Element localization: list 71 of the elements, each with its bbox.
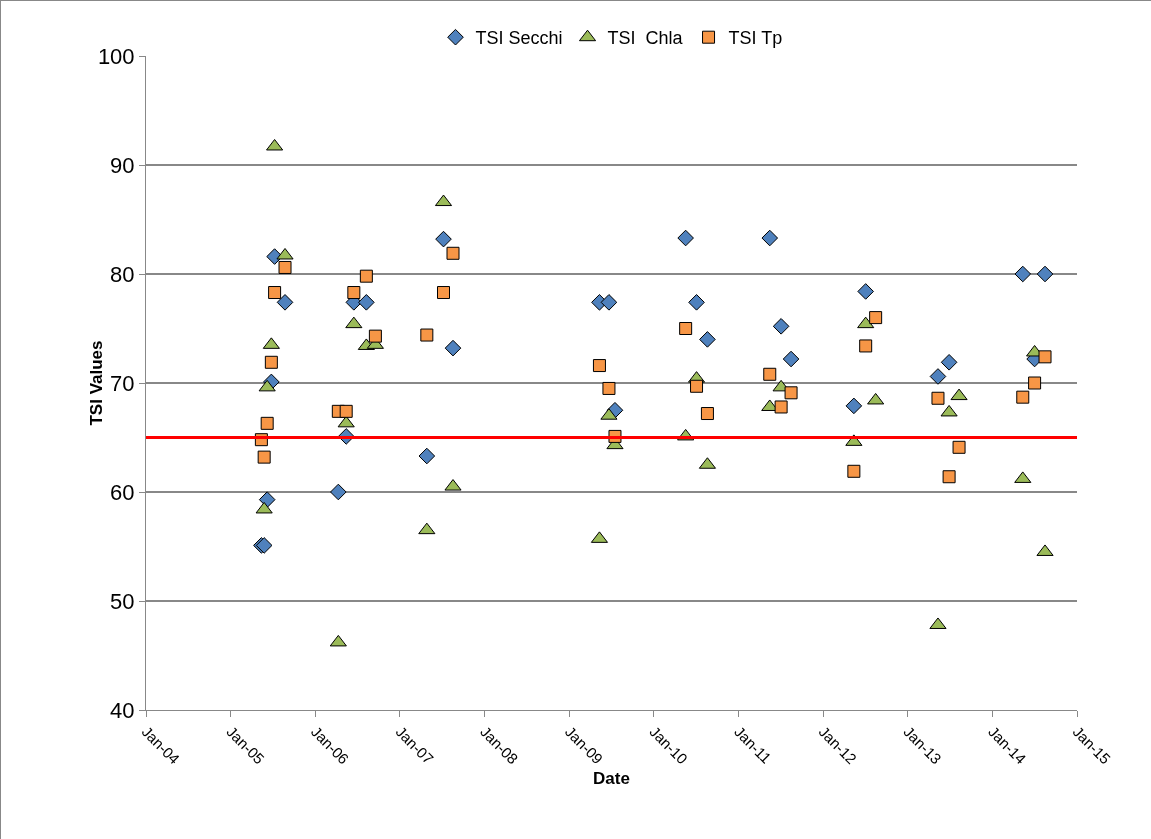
point xyxy=(268,286,282,300)
point xyxy=(782,350,800,368)
point xyxy=(950,388,968,401)
point xyxy=(437,286,451,300)
point xyxy=(942,470,956,484)
point xyxy=(1014,265,1032,283)
point xyxy=(1016,390,1030,404)
point xyxy=(347,286,361,300)
legend-label: TSI Chla xyxy=(607,28,684,49)
point xyxy=(446,246,460,260)
legend-label: TSI Tp xyxy=(728,28,783,49)
point xyxy=(784,386,798,400)
point xyxy=(358,294,375,311)
y-tick-label: 80 xyxy=(110,261,135,287)
point xyxy=(857,283,874,300)
point xyxy=(869,311,883,325)
point xyxy=(857,316,875,329)
point xyxy=(258,379,276,392)
point xyxy=(592,359,606,373)
point xyxy=(845,397,863,415)
point xyxy=(931,391,945,405)
point xyxy=(260,416,274,430)
point xyxy=(1028,376,1042,390)
point xyxy=(345,316,363,329)
point xyxy=(444,339,462,357)
y-tick-label: 60 xyxy=(110,479,135,505)
point xyxy=(700,407,714,421)
point xyxy=(278,260,292,274)
point xyxy=(1038,350,1052,364)
point xyxy=(1036,265,1054,283)
point xyxy=(763,367,777,381)
point xyxy=(420,328,434,342)
point xyxy=(264,355,278,369)
y-tick-label: 40 xyxy=(110,697,135,723)
point xyxy=(359,269,373,283)
y-tick-label: 50 xyxy=(110,588,135,614)
point xyxy=(940,353,958,371)
point xyxy=(690,379,704,393)
point xyxy=(329,634,347,647)
point xyxy=(952,440,966,454)
y-axis-title: TSI Values xyxy=(87,340,106,426)
point xyxy=(677,229,694,247)
point xyxy=(339,404,353,418)
y-tick-label: 90 xyxy=(110,152,135,178)
legend-label: TSI Secchi xyxy=(475,28,563,49)
point xyxy=(418,522,436,535)
point xyxy=(774,400,788,414)
point xyxy=(688,294,705,311)
x-axis-title: Date xyxy=(593,769,630,789)
point xyxy=(679,322,693,335)
point xyxy=(435,230,452,248)
point xyxy=(330,483,347,501)
point xyxy=(418,447,436,465)
point xyxy=(940,404,958,417)
point xyxy=(602,381,616,395)
point xyxy=(276,294,294,311)
point xyxy=(847,464,861,478)
y-tick-label: 70 xyxy=(110,370,135,396)
point xyxy=(929,368,947,385)
y-tick-label: 100 xyxy=(97,43,135,69)
point xyxy=(600,294,618,311)
point xyxy=(772,318,790,335)
point xyxy=(867,392,885,405)
point xyxy=(761,229,779,247)
point xyxy=(255,501,273,514)
point xyxy=(257,450,271,464)
point xyxy=(337,415,355,428)
point xyxy=(859,339,873,353)
point xyxy=(368,329,382,343)
point xyxy=(699,331,716,348)
point xyxy=(276,247,294,260)
